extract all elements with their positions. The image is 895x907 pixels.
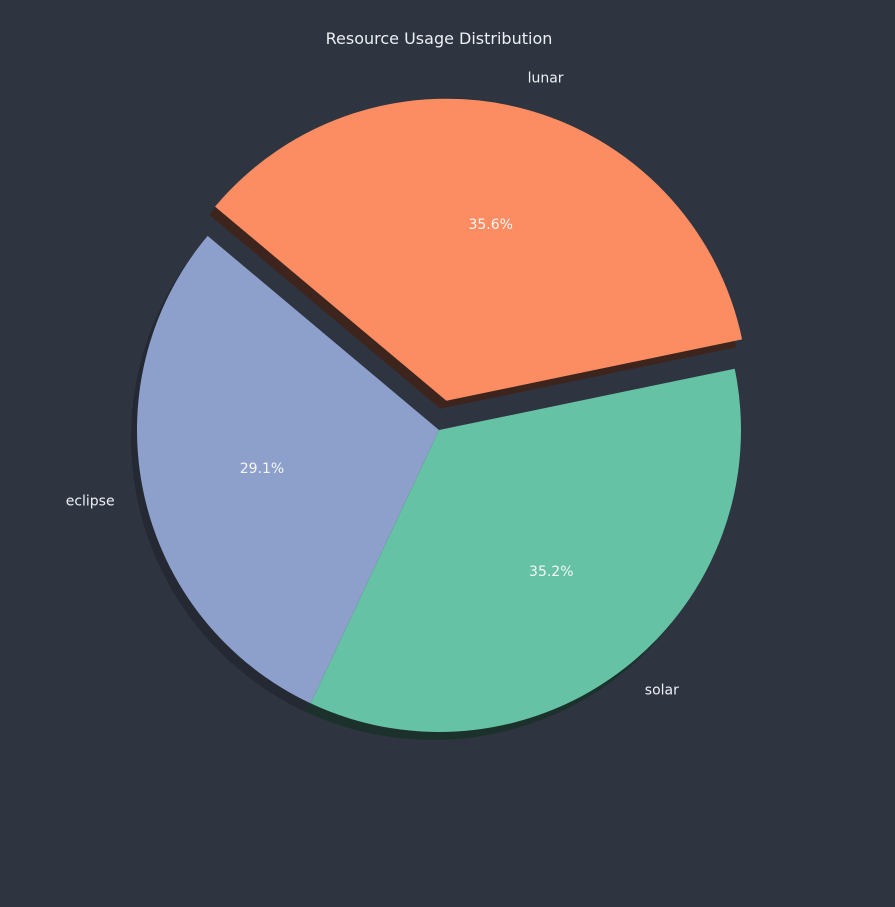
slice-solar: [310, 368, 741, 732]
slice-labels: eclipse 29.1% solar 35.2% lunar 35.6%: [66, 71, 679, 699]
slice-lunar: [215, 98, 743, 401]
slice-percent-eclipse: 29.1%: [240, 461, 284, 477]
slice-label-eclipse: eclipse: [66, 494, 115, 510]
slice-eclipse: [136, 235, 439, 704]
pie-slices: [136, 98, 743, 732]
slice-percent-solar: 35.2%: [529, 564, 573, 580]
chart-title: Resource Usage Distribution: [326, 29, 553, 48]
slice-percent-lunar: 35.6%: [468, 217, 512, 233]
slice-label-lunar: lunar: [528, 71, 564, 87]
slice-label-solar: solar: [645, 683, 679, 699]
